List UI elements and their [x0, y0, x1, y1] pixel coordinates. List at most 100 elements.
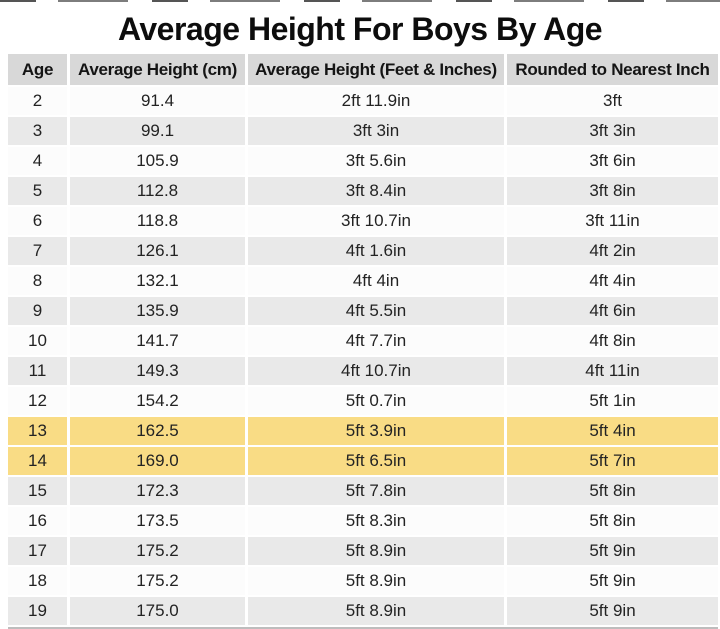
cell-rounded-inch: 5ft 9in [507, 567, 718, 597]
table-header: Age Average Height (cm) Average Height (… [8, 54, 718, 87]
cell-age: 9 [8, 297, 70, 327]
cell-age: 16 [8, 507, 70, 537]
cell-rounded-inch: 5ft 1in [507, 387, 718, 417]
cell-age: 18 [8, 567, 70, 597]
cell-height-ft-in: 4ft 4in [248, 267, 507, 297]
table-row: 5 112.8 3ft 8.4in 3ft 8in [8, 177, 718, 207]
cell-rounded-inch: 5ft 8in [507, 507, 718, 537]
cell-age: 4 [8, 147, 70, 177]
cell-height-ft-in: 5ft 8.9in [248, 537, 507, 567]
column-header-rounded: Rounded to Nearest Inch [507, 54, 718, 87]
table-row: 15 172.3 5ft 7.8in 5ft 8in [8, 477, 718, 507]
table-row: 2 91.4 2ft 11.9in 3ft [8, 87, 718, 117]
cell-rounded-inch: 5ft 9in [507, 597, 718, 627]
height-table: Age Average Height (cm) Average Height (… [8, 54, 718, 629]
cell-height-cm: 169.0 [70, 447, 248, 477]
table-row: 9 135.9 4ft 5.5in 4ft 6in [8, 297, 718, 327]
cell-height-cm: 149.3 [70, 357, 248, 387]
cell-age: 8 [8, 267, 70, 297]
column-header-age: Age [8, 54, 70, 87]
cell-height-ft-in: 4ft 7.7in [248, 327, 507, 357]
cell-age: 15 [8, 477, 70, 507]
cell-age: 17 [8, 537, 70, 567]
column-header-ft-in: Average Height (Feet & Inches) [248, 54, 507, 87]
table-row: 16 173.5 5ft 8.3in 5ft 8in [8, 507, 718, 537]
cell-age: 7 [8, 237, 70, 267]
table-body: 2 91.4 2ft 11.9in 3ft 3 99.1 3ft 3in 3ft… [8, 87, 718, 627]
cell-height-ft-in: 3ft 5.6in [248, 147, 507, 177]
cell-height-ft-in: 5ft 8.9in [248, 567, 507, 597]
cell-age: 2 [8, 87, 70, 117]
cropped-top-edge-artifact [0, 0, 720, 2]
cell-height-cm: 175.0 [70, 597, 248, 627]
cell-height-cm: 91.4 [70, 87, 248, 117]
cell-height-ft-in: 3ft 10.7in [248, 207, 507, 237]
cell-height-ft-in: 4ft 10.7in [248, 357, 507, 387]
cell-rounded-inch: 3ft [507, 87, 718, 117]
cell-rounded-inch: 5ft 9in [507, 537, 718, 567]
cell-age: 13 [8, 417, 70, 447]
cell-rounded-inch: 3ft 8in [507, 177, 718, 207]
cell-height-cm: 175.2 [70, 537, 248, 567]
cell-height-ft-in: 5ft 8.9in [248, 597, 507, 627]
cell-height-ft-in: 3ft 8.4in [248, 177, 507, 207]
cell-height-ft-in: 4ft 5.5in [248, 297, 507, 327]
cell-height-cm: 99.1 [70, 117, 248, 147]
column-header-cm: Average Height (cm) [70, 54, 248, 87]
table-row: 6 118.8 3ft 10.7in 3ft 11in [8, 207, 718, 237]
cell-height-ft-in: 4ft 1.6in [248, 237, 507, 267]
table-row: 7 126.1 4ft 1.6in 4ft 2in [8, 237, 718, 267]
table-row: 11 149.3 4ft 10.7in 4ft 11in [8, 357, 718, 387]
cell-height-ft-in: 3ft 3in [248, 117, 507, 147]
table-row: 12 154.2 5ft 0.7in 5ft 1in [8, 387, 718, 417]
cell-age: 12 [8, 387, 70, 417]
cell-rounded-inch: 4ft 2in [507, 237, 718, 267]
cell-height-cm: 173.5 [70, 507, 248, 537]
cell-age: 5 [8, 177, 70, 207]
cell-age: 19 [8, 597, 70, 627]
cell-rounded-inch: 3ft 6in [507, 147, 718, 177]
cell-height-cm: 105.9 [70, 147, 248, 177]
cell-rounded-inch: 4ft 6in [507, 297, 718, 327]
cell-height-cm: 154.2 [70, 387, 248, 417]
cell-age: 14 [8, 447, 70, 477]
cell-rounded-inch: 5ft 7in [507, 447, 718, 477]
cell-rounded-inch: 4ft 8in [507, 327, 718, 357]
table-row: 19 175.0 5ft 8.9in 5ft 9in [8, 597, 718, 627]
table-row: 4 105.9 3ft 5.6in 3ft 6in [8, 147, 718, 177]
cell-rounded-inch: 4ft 4in [507, 267, 718, 297]
cell-height-cm: 135.9 [70, 297, 248, 327]
cell-height-ft-in: 5ft 0.7in [248, 387, 507, 417]
table-row: 18 175.2 5ft 8.9in 5ft 9in [8, 567, 718, 597]
cell-height-ft-in: 5ft 3.9in [248, 417, 507, 447]
cell-age: 3 [8, 117, 70, 147]
cell-height-cm: 112.8 [70, 177, 248, 207]
cell-height-ft-in: 5ft 7.8in [248, 477, 507, 507]
cell-height-cm: 141.7 [70, 327, 248, 357]
cell-rounded-inch: 3ft 3in [507, 117, 718, 147]
cell-height-ft-in: 5ft 8.3in [248, 507, 507, 537]
page-title: Average Height For Boys By Age [117, 11, 603, 47]
cell-age: 11 [8, 357, 70, 387]
table-row: 10 141.7 4ft 7.7in 4ft 8in [8, 327, 718, 357]
table-row: 17 175.2 5ft 8.9in 5ft 9in [8, 537, 718, 567]
cell-rounded-inch: 3ft 11in [507, 207, 718, 237]
cell-height-ft-in: 2ft 11.9in [248, 87, 507, 117]
cell-age: 6 [8, 207, 70, 237]
cell-height-cm: 175.2 [70, 567, 248, 597]
table-row: 13 162.5 5ft 3.9in 5ft 4in [8, 417, 718, 447]
cell-height-cm: 126.1 [70, 237, 248, 267]
cell-rounded-inch: 4ft 11in [507, 357, 718, 387]
header-row: Age Average Height (cm) Average Height (… [8, 54, 718, 87]
cell-height-cm: 132.1 [70, 267, 248, 297]
cell-rounded-inch: 5ft 8in [507, 477, 718, 507]
cell-height-cm: 172.3 [70, 477, 248, 507]
cell-rounded-inch: 5ft 4in [507, 417, 718, 447]
table-row: 3 99.1 3ft 3in 3ft 3in [8, 117, 718, 147]
cell-age: 10 [8, 327, 70, 357]
table-row: 8 132.1 4ft 4in 4ft 4in [8, 267, 718, 297]
table-row: 14 169.0 5ft 6.5in 5ft 7in [8, 447, 718, 477]
cell-height-ft-in: 5ft 6.5in [248, 447, 507, 477]
cell-height-cm: 118.8 [70, 207, 248, 237]
cell-height-cm: 162.5 [70, 417, 248, 447]
